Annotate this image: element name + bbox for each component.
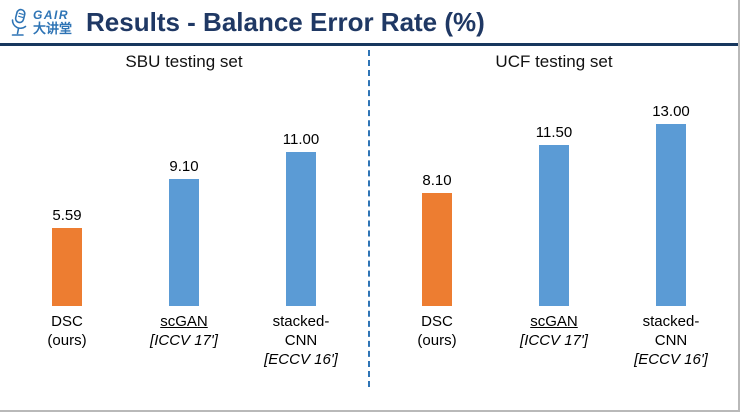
bar-group: 11.50 scGAN [ICCV 17'] (504, 78, 604, 350)
chart-panel-ucf: UCF testing set 8.10 DSC (ours) 11.50 scGAN[… (370, 46, 738, 395)
logo-brand: GAIR (33, 8, 69, 23)
bar-category-label: stacked- CNN [ECCV 16'] (634, 313, 708, 369)
bar (286, 152, 316, 306)
bar (422, 193, 452, 306)
vertical-dashed-divider (368, 50, 370, 387)
bar-stack: 9.10 (169, 78, 199, 306)
bar-group: 9.10 scGAN [ICCV 17'] (134, 78, 234, 350)
bar-value-label: 11.50 (535, 124, 573, 141)
charts-area: SBU testing set 5.59 DSC (ours) 9.10 scGAN [I… (0, 46, 738, 395)
bar-stack: 11.00 (283, 78, 319, 306)
chart-title: SBU testing set (125, 52, 243, 71)
bar-category-label: DSC (ours) (47, 313, 87, 350)
bar-group: 13.00 stacked- CNN [ECCV 16'] (621, 78, 721, 370)
bar-stack: 5.59 (52, 78, 82, 306)
bar-value-label: 13.00 (652, 103, 690, 120)
bars-row: 8.10 DSC (ours) 11.50 scGAN [ICCV 17'] 13.00 st… (370, 78, 738, 395)
slide-header: GAIR 大讲堂 Results - Balance Error Rate (%… (0, 0, 738, 46)
chart-panel-sbu: SBU testing set 5.59 DSC (ours) 9.10 scGAN [I… (0, 46, 368, 395)
bar-group: 8.10 DSC (ours) (387, 78, 487, 350)
bar-category-label: scGAN [ICCV 17'] (520, 313, 588, 350)
bar-category-label: scGAN [ICCV 17'] (150, 313, 218, 350)
logo-subtitle: 大讲堂 (33, 20, 73, 36)
page-title: Results - Balance Error Rate (%) (86, 7, 485, 37)
bar (169, 179, 199, 306)
bars-row: 5.59 DSC (ours) 9.10 scGAN [ICCV 17'] 11.00 sta… (0, 78, 368, 395)
logo-text: GAIR 大讲堂 (33, 9, 72, 35)
bar-stack: 13.00 (652, 78, 690, 306)
bar-stack: 11.50 (536, 78, 572, 306)
gair-logo: GAIR 大讲堂 (8, 8, 72, 38)
microphone-icon (11, 8, 27, 36)
bar-value-label: 9.10 (169, 158, 199, 175)
bar-category-label: DSC (ours) (417, 313, 457, 350)
bar-value-label: 8.10 (422, 172, 452, 189)
bar-value-label: 11.00 (282, 131, 320, 148)
bar-group: 11.00 stacked- CNN [ECCV 16'] (251, 78, 351, 370)
bar (539, 145, 569, 306)
bar-group: 5.59 DSC (ours) (17, 78, 117, 350)
chart-title: UCF testing set (495, 52, 613, 71)
bar (52, 228, 82, 306)
bar-stack: 8.10 (422, 78, 452, 306)
bar-category-label: stacked- CNN [ECCV 16'] (264, 313, 338, 369)
bar-value-label: 5.59 (52, 207, 82, 224)
bar (655, 124, 686, 306)
